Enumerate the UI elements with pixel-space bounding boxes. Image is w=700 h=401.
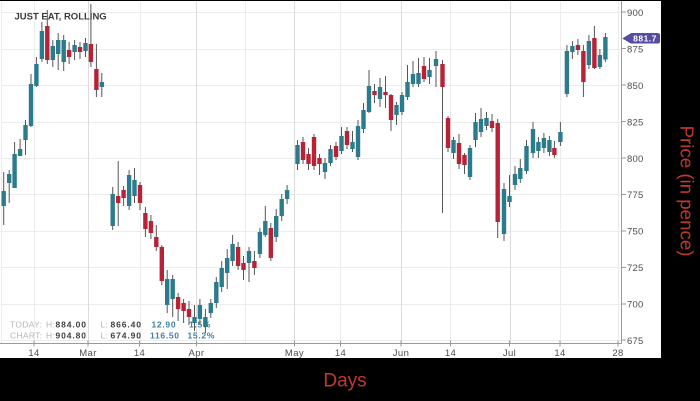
svg-text:14: 14: [445, 348, 456, 359]
svg-text:14: 14: [335, 348, 346, 359]
svg-text:904.80: 904.80: [56, 331, 87, 341]
svg-text:28: 28: [612, 348, 623, 359]
svg-text:900: 900: [627, 8, 643, 19]
svg-text:866.40: 866.40: [111, 320, 142, 330]
svg-text:14: 14: [28, 348, 39, 359]
svg-text:H:: H:: [46, 331, 55, 341]
svg-text:674.90: 674.90: [111, 331, 142, 341]
svg-text:L:: L:: [101, 320, 109, 330]
svg-text:725: 725: [627, 263, 643, 274]
svg-text:14: 14: [134, 348, 145, 359]
svg-text:884.00: 884.00: [56, 320, 87, 330]
svg-text:675: 675: [627, 336, 643, 347]
svg-text:Jun: Jun: [393, 348, 410, 359]
svg-text:Apr: Apr: [189, 348, 205, 359]
svg-text:700: 700: [627, 300, 643, 311]
svg-text:CHART:: CHART:: [10, 331, 42, 341]
svg-text:Jul: Jul: [503, 348, 516, 359]
svg-text:775: 775: [627, 190, 643, 201]
svg-text:750: 750: [627, 227, 643, 238]
svg-text:TODAY:: TODAY:: [10, 320, 42, 330]
svg-text:H:: H:: [46, 320, 55, 330]
svg-text:JUST EAT, ROLLING: JUST EAT, ROLLING: [15, 12, 107, 23]
svg-text:Price (in pence): Price (in pence): [677, 126, 698, 257]
svg-text:Mar: Mar: [79, 348, 97, 359]
svg-text:875: 875: [627, 44, 643, 55]
svg-text:14: 14: [554, 348, 565, 359]
svg-text:825: 825: [627, 117, 643, 128]
svg-text:881.7: 881.7: [633, 34, 657, 44]
svg-text:15.2%: 15.2%: [188, 331, 216, 341]
svg-text:800: 800: [627, 154, 643, 165]
svg-text:Days: Days: [323, 371, 366, 392]
svg-text:116.50: 116.50: [150, 331, 180, 341]
svg-text:850: 850: [627, 81, 643, 92]
svg-text:12.90: 12.90: [152, 320, 177, 330]
svg-text:May: May: [285, 348, 304, 359]
svg-text:L:: L:: [101, 331, 109, 341]
